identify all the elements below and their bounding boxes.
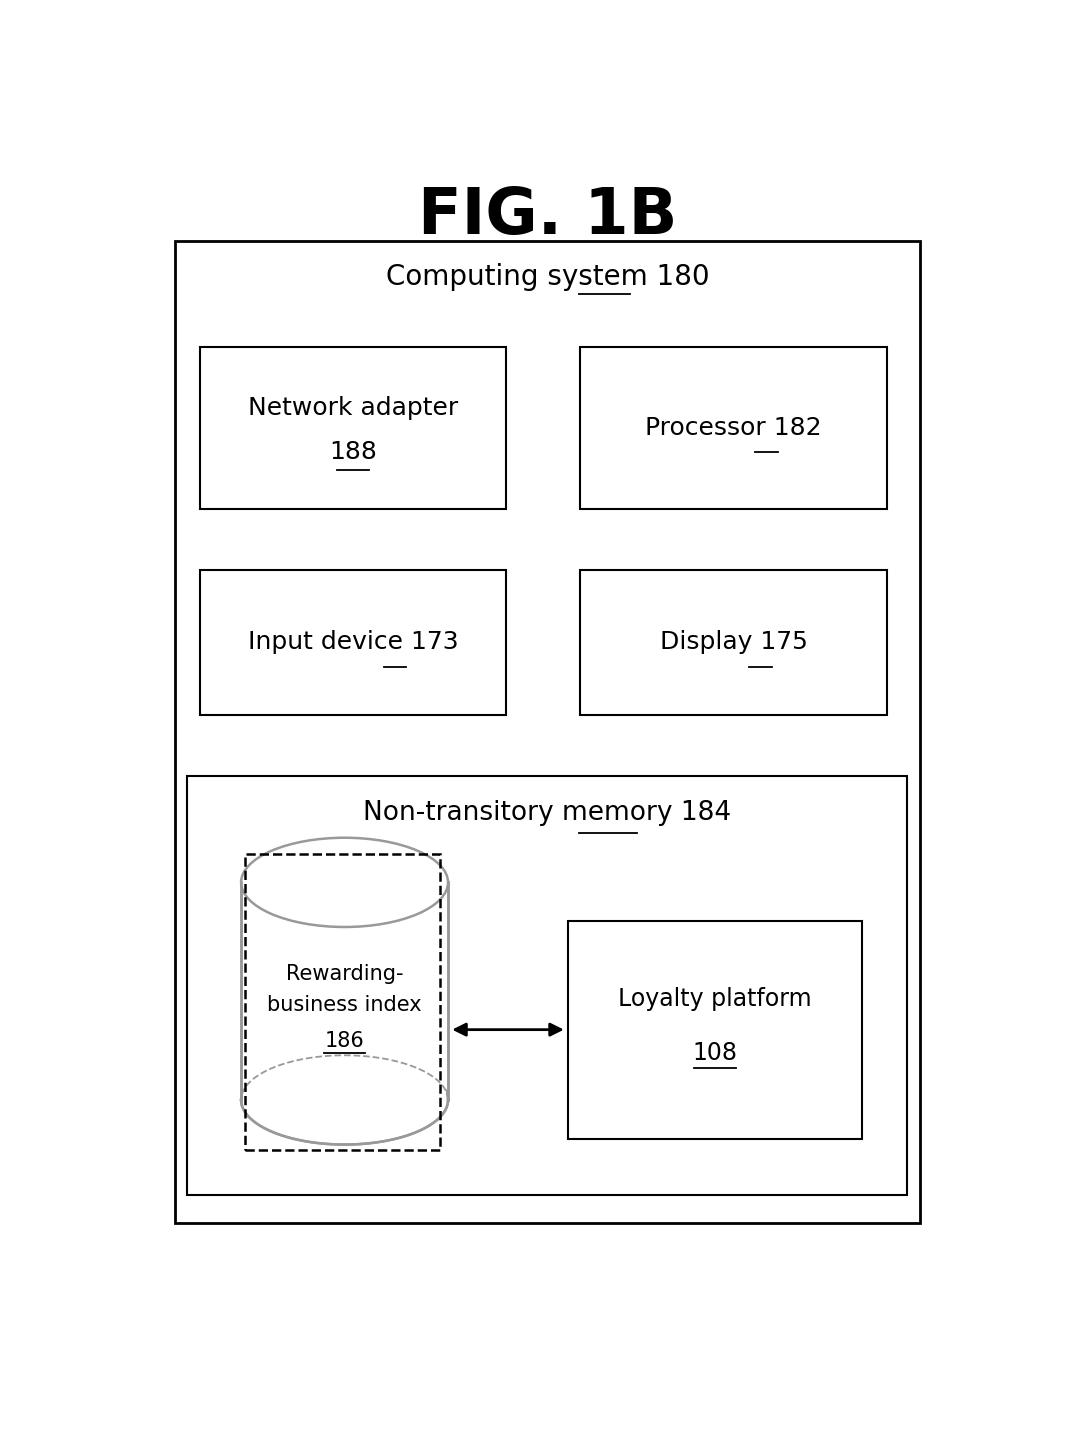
FancyBboxPatch shape <box>581 569 886 714</box>
FancyBboxPatch shape <box>200 346 506 509</box>
Bar <box>241 882 449 1100</box>
Text: Input device 173: Input device 173 <box>248 630 458 655</box>
Text: Network adapter: Network adapter <box>248 396 458 420</box>
FancyBboxPatch shape <box>581 346 886 509</box>
FancyBboxPatch shape <box>568 922 862 1139</box>
Text: 108: 108 <box>692 1040 738 1065</box>
Text: Computing system 180: Computing system 180 <box>386 262 709 291</box>
FancyBboxPatch shape <box>200 569 506 714</box>
Text: business index: business index <box>267 995 422 1016</box>
Text: Non-transitory memory 184: Non-transitory memory 184 <box>363 800 732 826</box>
Text: 186: 186 <box>325 1030 364 1051</box>
Ellipse shape <box>241 838 449 927</box>
FancyBboxPatch shape <box>175 241 920 1223</box>
Text: 188: 188 <box>329 440 377 464</box>
FancyBboxPatch shape <box>187 777 908 1195</box>
Text: Loyalty platform: Loyalty platform <box>618 987 812 1011</box>
Text: Display 175: Display 175 <box>660 630 807 655</box>
Text: FIG. 1B: FIG. 1B <box>418 185 677 248</box>
Text: Rewarding-: Rewarding- <box>286 964 404 984</box>
Text: Processor 182: Processor 182 <box>645 416 822 439</box>
Bar <box>242 882 446 1100</box>
